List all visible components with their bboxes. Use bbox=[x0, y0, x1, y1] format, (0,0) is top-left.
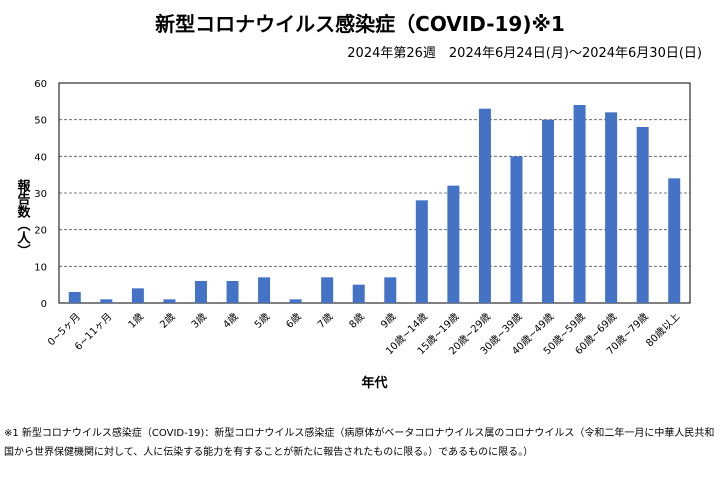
bar bbox=[289, 299, 302, 303]
x-tick-label: 9歳 bbox=[378, 311, 398, 331]
bar bbox=[415, 200, 428, 303]
x-tick-label: 1歳 bbox=[126, 311, 146, 331]
chart-title: 新型コロナウイルス感染症（COVID-19)※1 bbox=[155, 12, 565, 36]
bar bbox=[258, 277, 271, 303]
bar bbox=[636, 127, 649, 303]
x-tick-label: 80歳以上 bbox=[644, 311, 683, 350]
plot-area bbox=[58, 82, 691, 304]
x-tick-label: 7歳 bbox=[315, 311, 335, 331]
y-tick-label: 30 bbox=[34, 189, 47, 200]
bar bbox=[573, 105, 586, 303]
bar bbox=[226, 281, 239, 303]
x-tick-label: 6歳 bbox=[284, 311, 304, 331]
x-tick-label: 2歳 bbox=[157, 311, 177, 331]
bar bbox=[510, 156, 523, 303]
x-tick-label: 8歳 bbox=[347, 311, 367, 331]
y-axis-label: 報告数（人） bbox=[15, 178, 32, 257]
x-tick-label: 5歳 bbox=[252, 311, 272, 331]
y-tick-label: 40 bbox=[34, 152, 47, 163]
x-axis-label: 年代 bbox=[361, 375, 387, 391]
bar bbox=[131, 288, 144, 303]
y-tick-label: 50 bbox=[34, 116, 47, 127]
y-tick-label: 10 bbox=[34, 262, 47, 273]
bar bbox=[542, 119, 555, 304]
bar bbox=[668, 178, 681, 303]
bar bbox=[447, 185, 460, 303]
bar bbox=[163, 299, 176, 303]
bar bbox=[68, 292, 81, 303]
bar bbox=[321, 277, 334, 303]
bar bbox=[352, 284, 365, 303]
bar bbox=[478, 108, 491, 304]
bar bbox=[100, 299, 113, 303]
chart-subtitle: 2024年第26週 2024年6月24日(月)～2024年6月30日(日) bbox=[347, 46, 702, 61]
y-tick-label: 0 bbox=[41, 299, 47, 310]
bar bbox=[194, 281, 207, 303]
bar bbox=[384, 277, 397, 303]
x-tick-label: 3歳 bbox=[189, 311, 209, 331]
bar bbox=[605, 112, 618, 303]
footnote: ※1 新型コロナウイルス感染症（COVID-19)：新型コロナウイルス感染症（病… bbox=[4, 428, 715, 458]
x-tick-label: 4歳 bbox=[221, 311, 241, 331]
y-tick-label: 20 bbox=[34, 226, 47, 237]
y-tick-label: 60 bbox=[34, 79, 47, 90]
